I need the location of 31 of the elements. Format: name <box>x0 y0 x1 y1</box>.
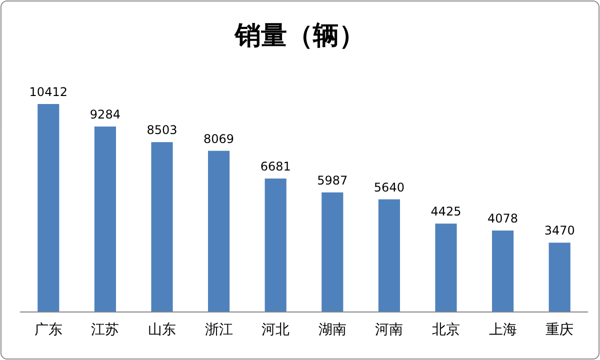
data-label: 10412 <box>29 85 68 99</box>
bar <box>378 199 400 312</box>
data-label: 9284 <box>90 108 120 122</box>
bar <box>151 142 173 312</box>
data-label: 4425 <box>430 204 462 219</box>
x-tick-label: 北京 <box>432 322 460 338</box>
bar <box>435 224 457 312</box>
x-tick-label: 江苏 <box>91 322 120 338</box>
x-tick-label: 河南 <box>375 322 404 338</box>
x-tick-label: 重庆 <box>546 322 574 338</box>
data-label: 8069 <box>204 132 234 146</box>
data-label: 6681 <box>260 160 291 174</box>
data-label: 5640 <box>374 180 404 194</box>
x-tick-label: 山东 <box>148 322 176 338</box>
data-label: 8503 <box>146 123 178 138</box>
x-tick-label: 浙江 <box>204 322 233 338</box>
x-tick-label: 上海 <box>488 322 517 338</box>
bar <box>94 126 116 312</box>
chart-title: 销量（辆） <box>234 21 365 51</box>
x-tick-label: 湖南 <box>318 322 346 338</box>
bar <box>548 242 570 312</box>
bar <box>264 178 286 312</box>
data-label: 3470 <box>544 224 575 238</box>
bar <box>208 150 230 312</box>
x-tick-label: 河北 <box>262 322 290 338</box>
bar <box>322 192 344 312</box>
bar <box>38 104 60 312</box>
data-label: 5987 <box>317 173 348 188</box>
bar <box>492 230 514 312</box>
data-label: 4078 <box>488 212 518 226</box>
x-tick-label: 广东 <box>34 322 62 338</box>
